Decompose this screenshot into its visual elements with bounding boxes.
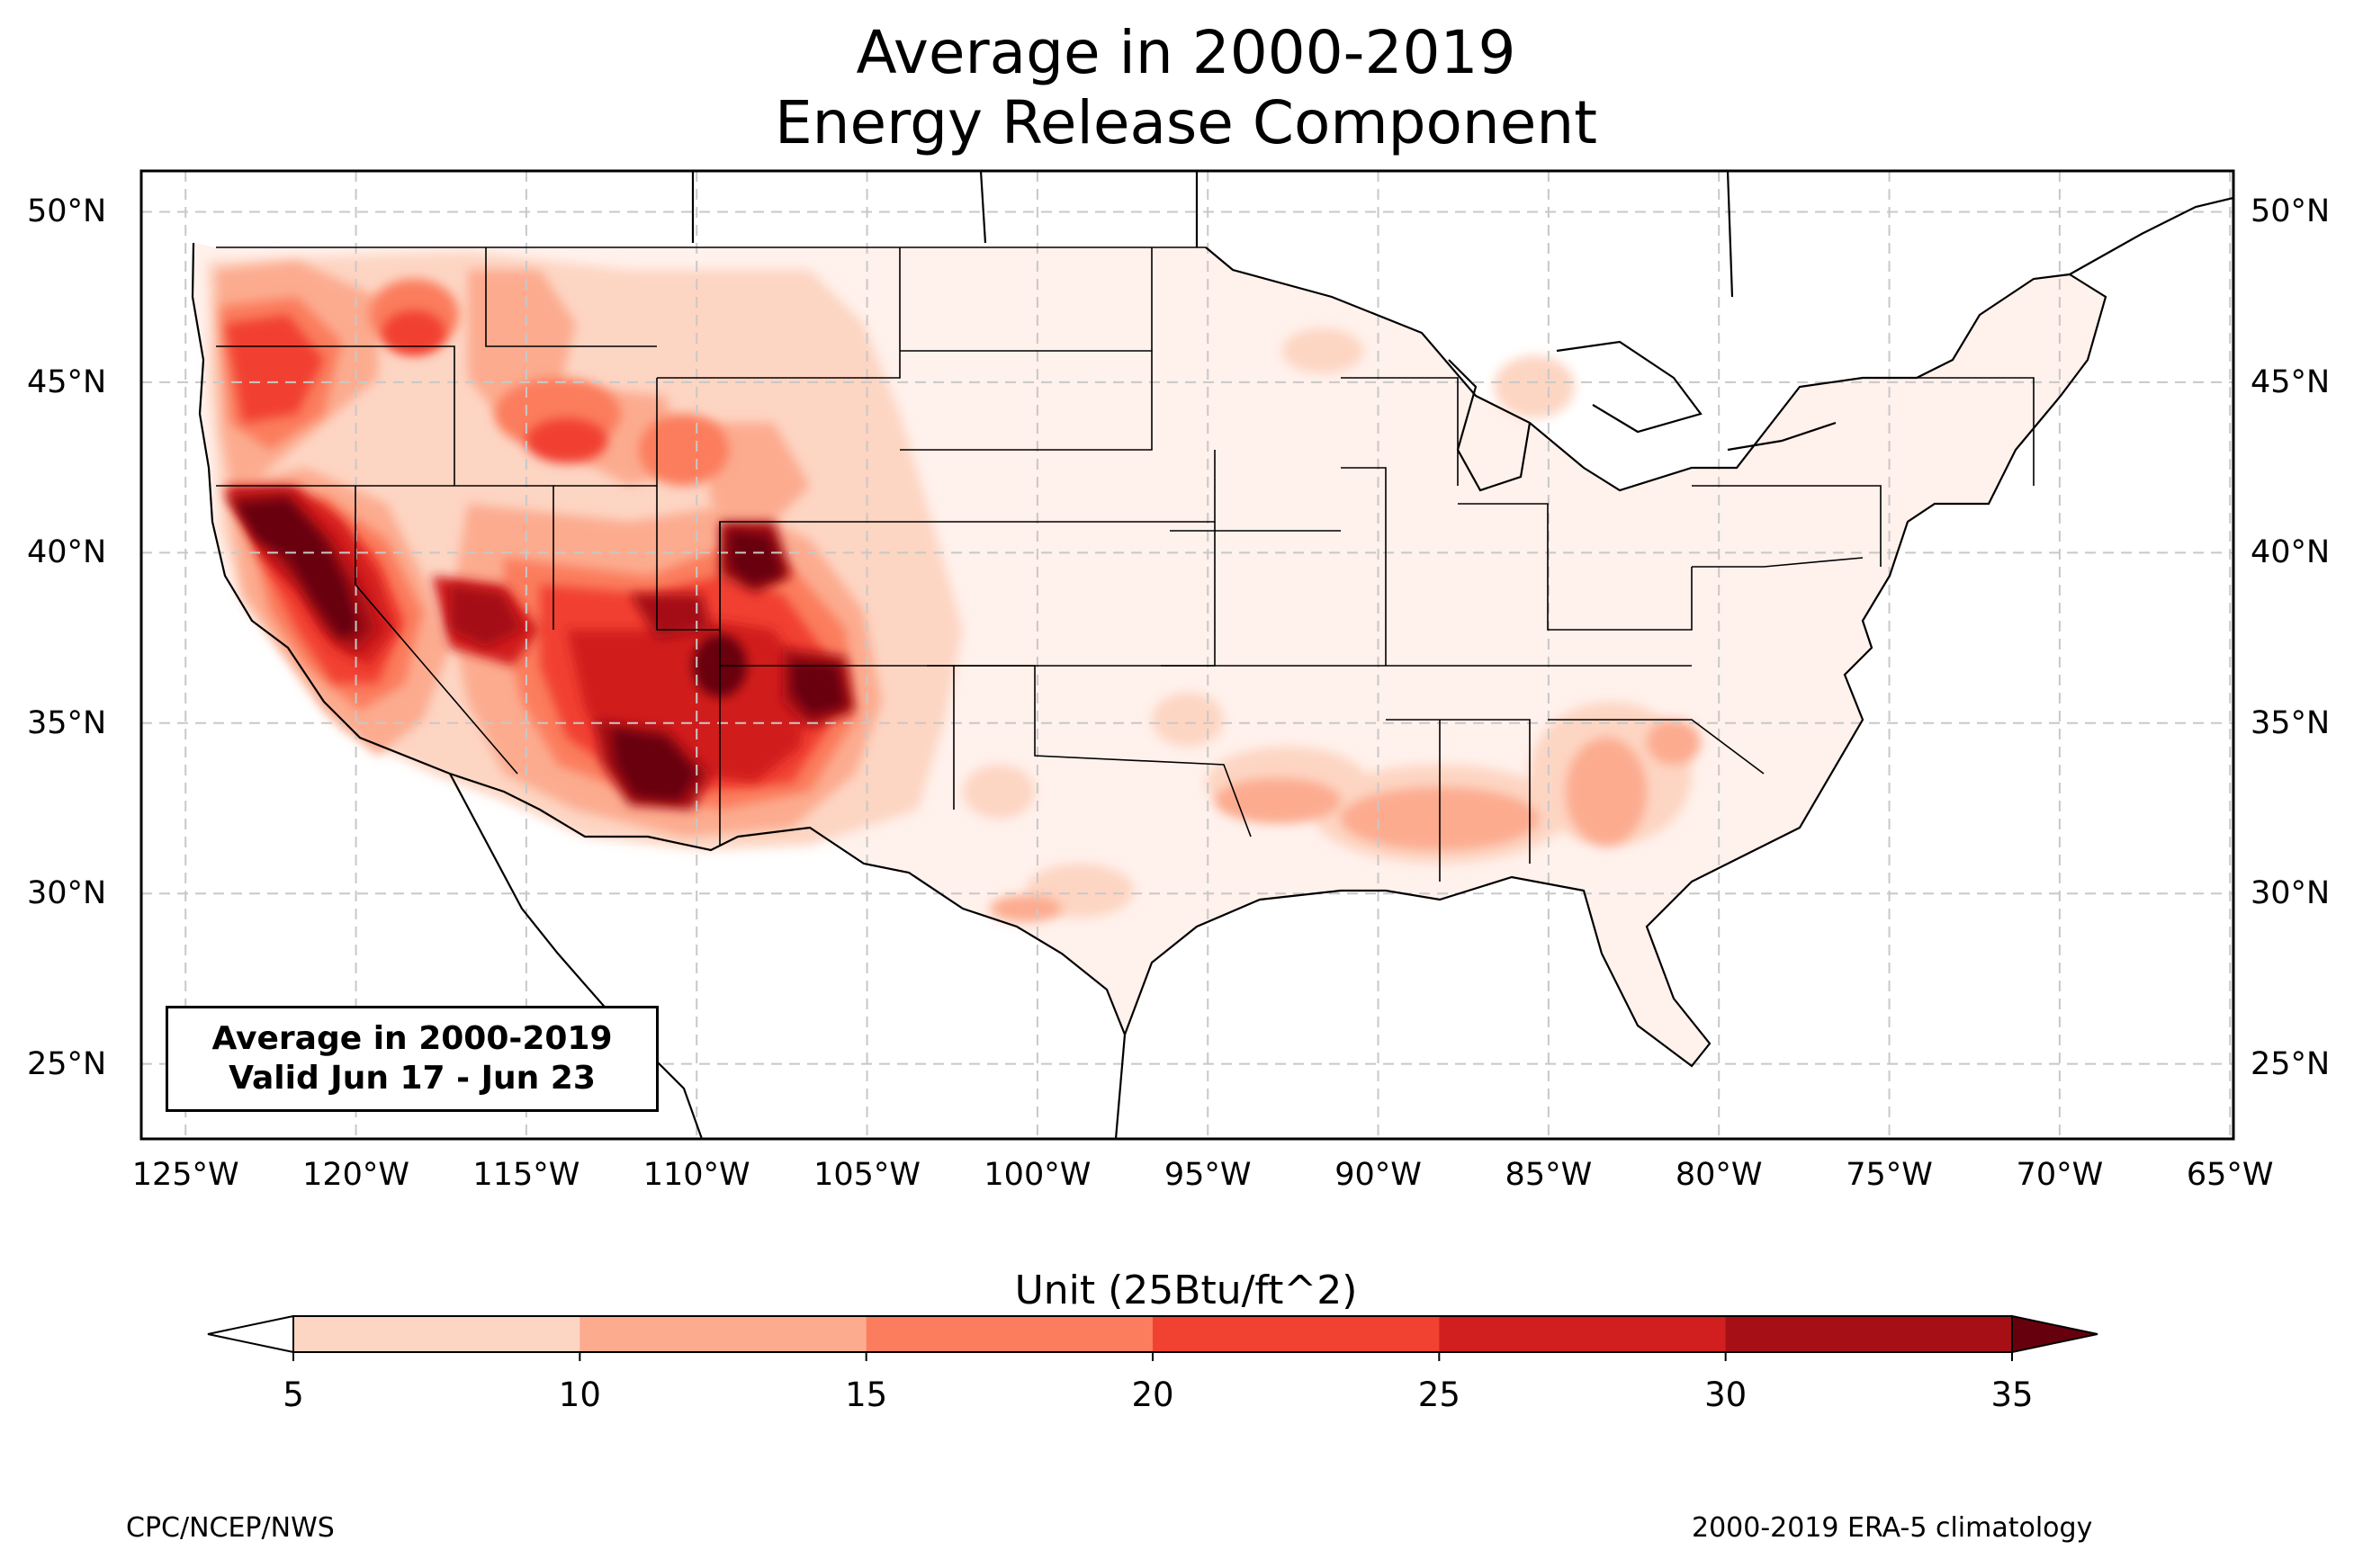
colorbar-tick-label: 5	[283, 1375, 304, 1414]
colorbar-tick-label: 25	[1417, 1375, 1460, 1414]
longitude-label: 90°W	[1334, 1157, 1422, 1193]
latitude-label-right: 45°N	[2251, 363, 2331, 400]
latitude-label-left: 40°N	[27, 534, 107, 571]
colorbar-tick-label: 35	[1990, 1375, 2034, 1414]
colorbar-segment	[1153, 1316, 1440, 1352]
footer-left-credit: CPC/NCEP/NWS	[126, 1512, 335, 1544]
validity-info-box: Average in 2000-2019 Valid Jun 17 - Jun …	[166, 1006, 659, 1112]
longitude-label: 95°W	[1164, 1157, 1252, 1193]
latitude-label-left: 50°N	[27, 193, 107, 230]
coastlines	[191, 171, 2233, 1139]
latitude-label-right: 25°N	[2251, 1045, 2331, 1082]
colorbar	[207, 1314, 2098, 1361]
colorbar-under-extension	[207, 1314, 294, 1354]
longitude-label: 75°W	[1846, 1157, 1933, 1193]
latitude-label-left: 45°N	[27, 363, 107, 400]
colorbar-title: Unit (25Btu/ft^2)	[1014, 1268, 1358, 1313]
info-box-line-1: Average in 2000-2019	[211, 1020, 613, 1057]
longitude-label: 85°W	[1505, 1157, 1593, 1193]
longitude-label: 80°W	[1675, 1157, 1763, 1193]
erc-level-35-plus	[236, 499, 846, 801]
longitude-label: 100°W	[984, 1157, 1092, 1193]
colorbar-segment	[580, 1316, 867, 1352]
colorbar-tick-label: 20	[1131, 1375, 1174, 1414]
colorbar-tick-label: 10	[558, 1375, 601, 1414]
colorbar-segment	[1725, 1316, 2013, 1352]
latitude-label-right: 30°N	[2251, 875, 2331, 912]
map-plot-area	[141, 171, 2233, 1139]
colorbar-segment	[866, 1316, 1154, 1352]
colorbar-over-extension	[2011, 1314, 2098, 1354]
longitude-label: 105°W	[813, 1157, 921, 1193]
colorbar-tick-label: 15	[845, 1375, 888, 1414]
latitude-label-right: 35°N	[2251, 704, 2331, 741]
colorbar-segment	[1439, 1316, 1727, 1352]
latitude-label-left: 35°N	[27, 704, 107, 741]
map-title-line-2: Energy Release Component	[774, 88, 1598, 157]
footer-right-credit: 2000-2019 ERA-5 climatology	[1692, 1512, 2093, 1544]
latitude-label-left: 30°N	[27, 875, 107, 912]
latitude-label-right: 40°N	[2251, 534, 2331, 571]
colorbar-segment	[293, 1316, 580, 1352]
longitude-label: 110°W	[642, 1157, 750, 1193]
map-gridlines	[141, 171, 2233, 1139]
longitude-label: 115°W	[472, 1157, 580, 1193]
longitude-label: 120°W	[302, 1157, 409, 1193]
colorbar-tick-label: 30	[1704, 1375, 1748, 1414]
latitude-label-left: 25°N	[27, 1045, 107, 1082]
map-title-line-1: Average in 2000-2019	[856, 18, 1516, 87]
map-frame	[139, 169, 2235, 1141]
longitude-label: 65°W	[2186, 1157, 2274, 1193]
info-box-line-2: Valid Jun 17 - Jun 23	[229, 1060, 596, 1097]
longitude-label: 70°W	[2016, 1157, 2104, 1193]
latitude-label-right: 50°N	[2251, 193, 2331, 230]
longitude-label: 125°W	[131, 1157, 239, 1193]
state-borders	[216, 246, 2035, 882]
